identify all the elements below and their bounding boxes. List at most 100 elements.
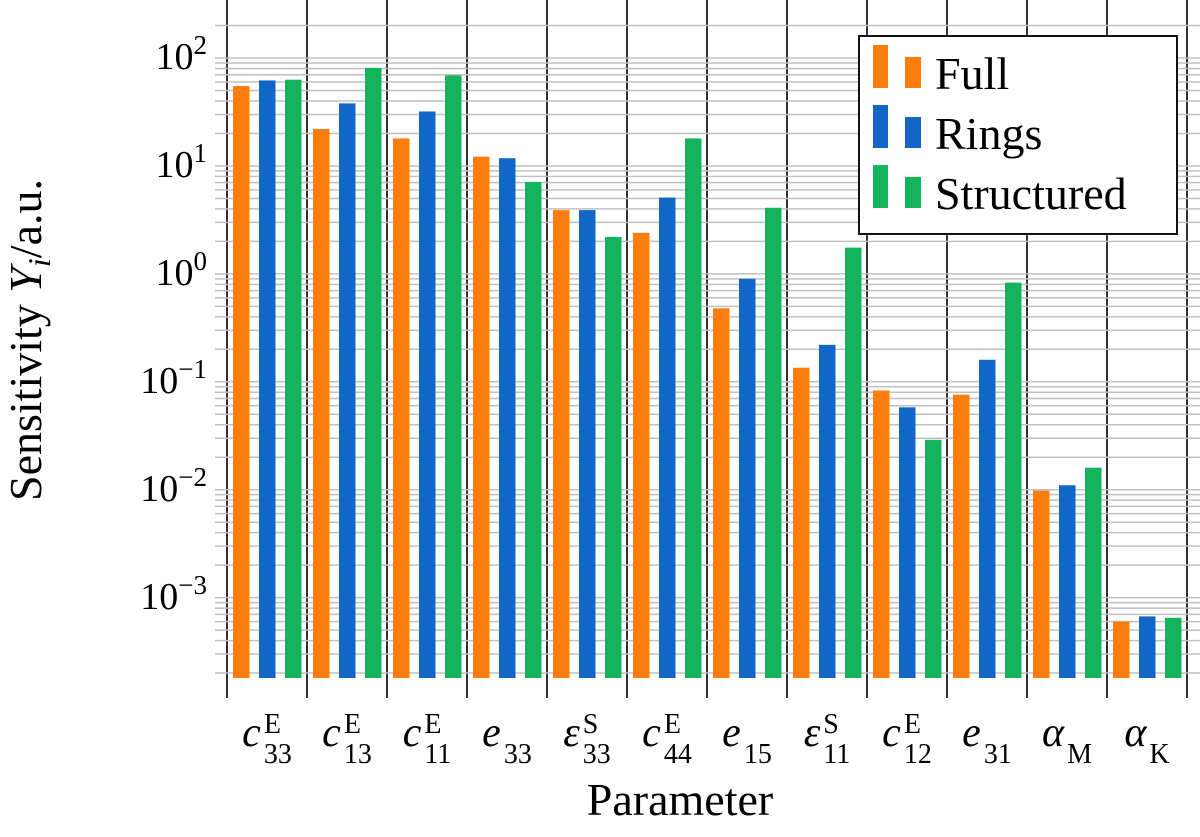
bar-full-e31: [953, 394, 970, 678]
x-tick-subscript: M: [1067, 739, 1092, 770]
bar-rings-alphaM: [1059, 485, 1076, 678]
x-tick-subscript: 33: [582, 739, 611, 770]
x-tick-scripts: E 33: [264, 710, 292, 770]
legend-label-rings: Rings: [935, 107, 1043, 159]
bar-full-c12: [873, 390, 890, 678]
x-tick-superscript: E: [343, 709, 361, 740]
bar-rings-e31: [979, 359, 996, 678]
x-tick-scripts: 15: [744, 710, 772, 770]
bar-full-eps33: [553, 210, 570, 678]
x-tick-scripts: 33: [504, 710, 532, 770]
x-tick-scripts: 31: [984, 710, 1012, 770]
x-tick-symbol: α: [1124, 710, 1147, 756]
x-tick-label-eps11: ε S 11: [804, 708, 851, 770]
x-tick-label-c11: c E 11: [403, 708, 452, 770]
y-tick-label-1e0: 100: [77, 246, 208, 295]
legend-swatch-bar: [873, 164, 888, 208]
bar-structured-eps33: [605, 236, 622, 678]
bar-rings-alphaK: [1139, 616, 1156, 678]
x-tick-symbol: e: [962, 710, 981, 756]
x-tick-symbol: e: [722, 710, 741, 756]
y-tick-mantissa: 10: [140, 359, 179, 402]
y-tick-mantissa: 10: [140, 575, 179, 618]
x-tick-label-e33: e 33: [482, 708, 532, 770]
x-tick-symbol: c: [242, 710, 261, 756]
legend-swatch-bar: [905, 116, 921, 148]
bar-structured-c13: [365, 67, 382, 678]
x-tick-superscript: E: [663, 709, 681, 740]
x-tick-superscript: [984, 710, 1012, 740]
bar-full-alphaK: [1113, 621, 1130, 678]
upsilon-symbol: Υ: [0, 267, 51, 293]
y-tick-exponent: −1: [178, 353, 207, 384]
x-tick-label-e15: e 15: [722, 708, 772, 770]
legend-swatch-bar: [905, 176, 921, 208]
bar-structured-c33: [285, 79, 302, 679]
x-tick-superscript: [504, 710, 532, 740]
x-tick-scripts: E 13: [344, 710, 372, 770]
x-tick-subscript: 13: [343, 739, 372, 770]
bar-structured-c12: [925, 439, 942, 678]
x-axis-title-text: Parameter: [586, 774, 774, 825]
x-tick-subscript: K: [1149, 739, 1170, 770]
x-tick-scripts: M: [1067, 710, 1092, 770]
bar-structured-alphaM: [1085, 467, 1102, 678]
bar-rings-eps11: [819, 344, 836, 678]
x-tick-superscript: S: [582, 709, 599, 740]
x-tick-label-eps33: ε S 33: [563, 708, 611, 770]
y-tick-label-1e−2: 10−2: [77, 462, 207, 511]
y-tick-mantissa: 10: [155, 36, 194, 79]
bar-full-alphaM: [1033, 490, 1050, 678]
y-tick-exponent: 1: [193, 137, 208, 168]
bar-full-e33: [473, 156, 490, 678]
bar-structured-e15: [765, 207, 782, 678]
x-tick-symbol: c: [882, 710, 901, 756]
x-tick-scripts: K: [1149, 710, 1169, 770]
x-tick-label-c12: c E 12: [882, 708, 932, 770]
bar-full-c11: [393, 138, 410, 678]
bar-full-eps11: [793, 367, 810, 678]
bar-full-c44: [633, 232, 650, 678]
legend-marker-rings: [873, 104, 921, 148]
x-tick-subscript: 33: [503, 739, 532, 770]
y-tick-label-1e−3: 10−3: [77, 570, 207, 619]
x-tick-superscript: S: [823, 709, 839, 740]
legend-entry-rings: Rings: [873, 104, 1042, 156]
y-axis-title-prefix: Sensitivity: [0, 292, 51, 501]
x-axis-title: Parameter: [587, 776, 773, 824]
y-tick-label-1e−1: 10−1: [77, 354, 207, 403]
x-tick-subscript: 12: [903, 739, 932, 770]
x-tick-symbol: ε: [563, 710, 580, 756]
x-tick-scripts: E 11: [424, 710, 451, 770]
legend-entry-structured: Structured: [873, 164, 1127, 216]
bar-structured-eps11: [845, 247, 862, 678]
bar-structured-c11: [445, 75, 462, 678]
x-tick-subscript: 44: [663, 739, 692, 770]
legend-marker-full: [873, 44, 921, 88]
x-tick-label-c13: c E 13: [322, 708, 372, 770]
bar-rings-c44: [659, 197, 676, 678]
y-tick-exponent: 0: [193, 245, 208, 276]
y-tick-label-1e2: 102: [77, 30, 208, 79]
x-tick-symbol: ε: [803, 710, 821, 756]
x-tick-superscript: [1067, 710, 1092, 740]
legend-label-structured: Structured: [935, 167, 1127, 219]
x-tick-symbol: c: [402, 710, 422, 756]
bar-rings-c11: [419, 111, 436, 679]
legend-swatch-bar: [873, 104, 888, 148]
y-tick-mantissa: 10: [155, 143, 194, 186]
x-tick-subscript: 33: [263, 739, 292, 770]
bar-structured-e33: [525, 182, 542, 678]
y-tick-exponent: −3: [178, 569, 207, 600]
x-tick-scripts: E 44: [664, 710, 692, 770]
legend-marker-structured: [873, 164, 921, 208]
x-tick-label-c33: c E 33: [242, 708, 292, 770]
bar-rings-c33: [259, 80, 276, 678]
x-tick-superscript: E: [903, 709, 921, 740]
bar-rings-c13: [339, 103, 356, 679]
y-tick-mantissa: 10: [140, 467, 179, 510]
y-tick-exponent: −2: [178, 461, 207, 492]
